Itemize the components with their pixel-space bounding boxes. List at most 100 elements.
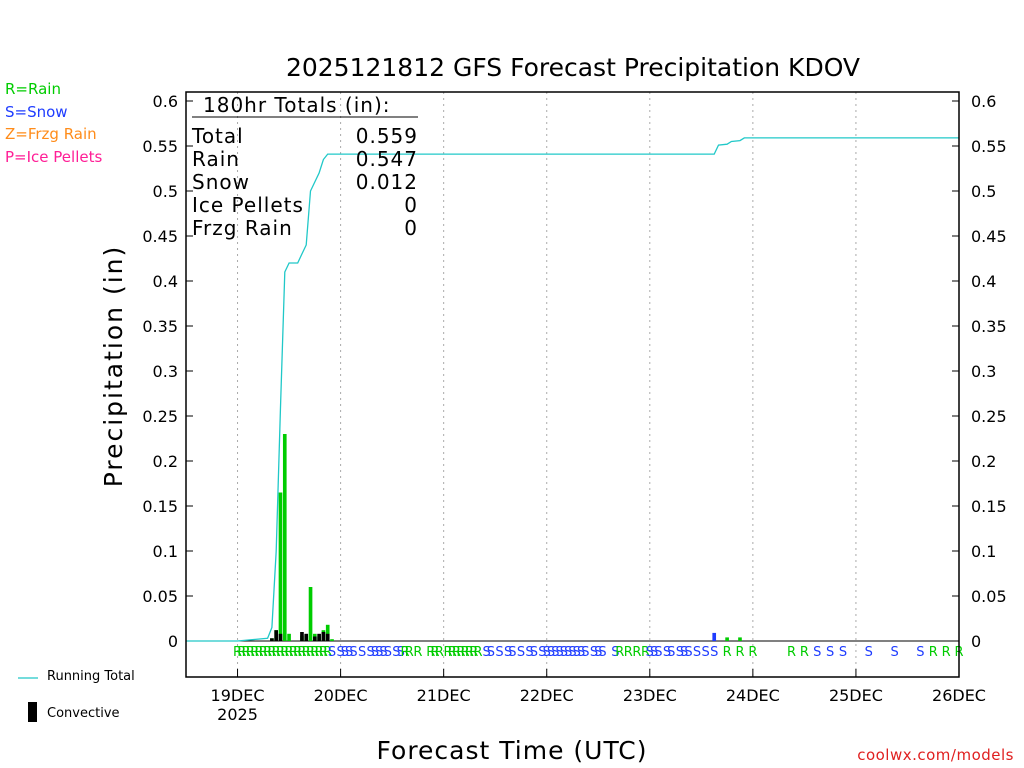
y-tick-label-left: 0.5 [153,182,178,201]
legend-convective: Convective [47,706,120,721]
credit-link[interactable]: coolwx.com/models [857,746,1014,764]
ptype-marker-rain: R [632,645,641,660]
ptype-marker-rain: R [276,645,285,660]
y-tick-label-left: 0.25 [142,407,178,426]
ptype-marker-rain: R [435,645,444,660]
convective-bar [325,633,330,641]
ptype-marker-snow: S [379,645,387,660]
precip-bar-snow [712,632,717,641]
precip-bar-rain [330,639,334,641]
ptype-marker-snow: S [547,645,555,660]
ptype-marker-snow: S [676,645,684,660]
ptype-marker-rain: R [456,645,465,660]
ptype-marker-rain: R [465,645,474,660]
precip-bar-rain [308,587,313,641]
ptype-marker-rain: R [254,645,263,660]
legend-snow: S=Snow [5,103,68,121]
ptype-marker-snow: S [594,645,602,660]
y-tick-label-right: 0.4 [971,272,996,291]
ptype-marker-snow: S [345,645,353,660]
ptype-marker-snow: S [826,645,834,660]
ptype-marker-rain: R [448,645,457,660]
grid-lines [186,92,959,677]
x-tick-label: 24DEC [726,686,780,705]
y-tick-label-left: 0.1 [153,542,178,561]
x-tick-sublabel: 2025 [217,705,258,724]
ptype-marker-rain: R [242,645,251,660]
ptype-marker-snow: S [564,645,572,660]
ptype-marker-rain: R [259,645,268,660]
convective-bar [321,632,326,641]
precip-bar-rain [325,624,330,641]
ptype-marker-rain: R [263,645,272,660]
ptype-marker-snow: S [568,645,576,660]
totals-row-label: Rain [192,147,240,171]
ptype-marker-snow: S [560,645,568,660]
ptype-marker-snow: S [646,645,654,660]
y-tick-label-right: 0.35 [971,317,1007,336]
ptype-marker-rain: R [319,645,328,660]
x-tick-label: 22DEC [520,686,574,705]
ptype-marker-snow: S [482,645,490,660]
x-tick-label: 21DEC [417,686,471,705]
y-tick-label-right: 0.3 [971,362,996,381]
legend-running-total: Running Total [47,669,135,684]
ptype-marker-rain: R [289,645,298,660]
plot-frame [185,91,960,678]
ptype-marker-rain: R [285,645,294,660]
ptype-marker-snow: S [693,645,701,660]
y-tick-label-left: 0.35 [142,317,178,336]
ptype-marker-snow: S [508,645,516,660]
ptype-marker-snow: S [543,645,551,660]
ptype-marker-rain: R [942,645,951,660]
totals-row-value: 0.012 [356,170,418,194]
ptype-marker-rain: R [929,645,938,660]
ptype-marker-snow: S [487,645,495,660]
ptype-marker-snow: S [375,645,383,660]
ptype-marker-rain: R [469,645,478,660]
ptype-marker-rain: R [723,645,732,660]
legend-ice-pellets: P=Ice Pellets [5,148,103,166]
ptype-marker-rain: R [443,645,452,660]
ptype-marker-rain: R [310,645,319,660]
x-tick-label: 26DEC [932,686,986,705]
ptype-marker-snow: S [555,645,563,660]
running-total-line [186,137,959,642]
y-tick-label-right: 0.5 [971,182,996,201]
ptype-marker-snow: S [397,645,405,660]
x-tick-label: 19DEC [211,686,265,705]
convective-bar [313,636,317,641]
ptype-marker-snow: S [525,645,533,660]
ptype-marker-snow: S [710,645,718,660]
ptype-marker-rain: R [323,645,332,660]
y-tick-label-left: 0.4 [153,272,178,291]
ptype-marker-rain: R [272,645,281,660]
ptype-marker-snow: S [581,645,589,660]
ptype-marker-snow: S [367,645,375,660]
ptype-marker-snow: S [916,645,924,660]
ptype-marker-snow: S [384,645,392,660]
totals-heading: 180hr Totals (in): [203,93,391,117]
ptype-marker-rain: R [233,645,242,660]
totals-row-label: Frzg Rain [192,216,293,240]
x-tick-label: 23DEC [623,686,677,705]
totals-row-value: 0 [404,193,418,217]
ptype-marker-rain: R [461,645,470,660]
x-axis-label: Forecast Time (UTC) [377,736,648,765]
ptype-marker-snow: S [680,645,688,660]
y-tick-label-right: 0 [971,632,981,651]
ptype-marker-snow: S [654,645,662,660]
legend-frzg-rain: Z=Frzg Rain [5,125,97,143]
ptype-marker-snow: S [336,645,344,660]
ptype-marker-snow: S [663,645,671,660]
totals-row-label: Snow [192,170,250,194]
ptype-marker-rain: R [800,645,809,660]
ptype-marker-rain: R [297,645,306,660]
chart-title: 2025121812 GFS Forecast Precipitation KD… [286,53,860,82]
ptype-marker-rain: R [267,645,276,660]
ptype-marker-snow: S [371,645,379,660]
ptype-marker-rain: R [400,645,409,660]
ptype-marker-rain: R [413,645,422,660]
totals-box: 180hr Totals (in): Total 0.559 Rain 0.547 Sn… [191,93,418,240]
